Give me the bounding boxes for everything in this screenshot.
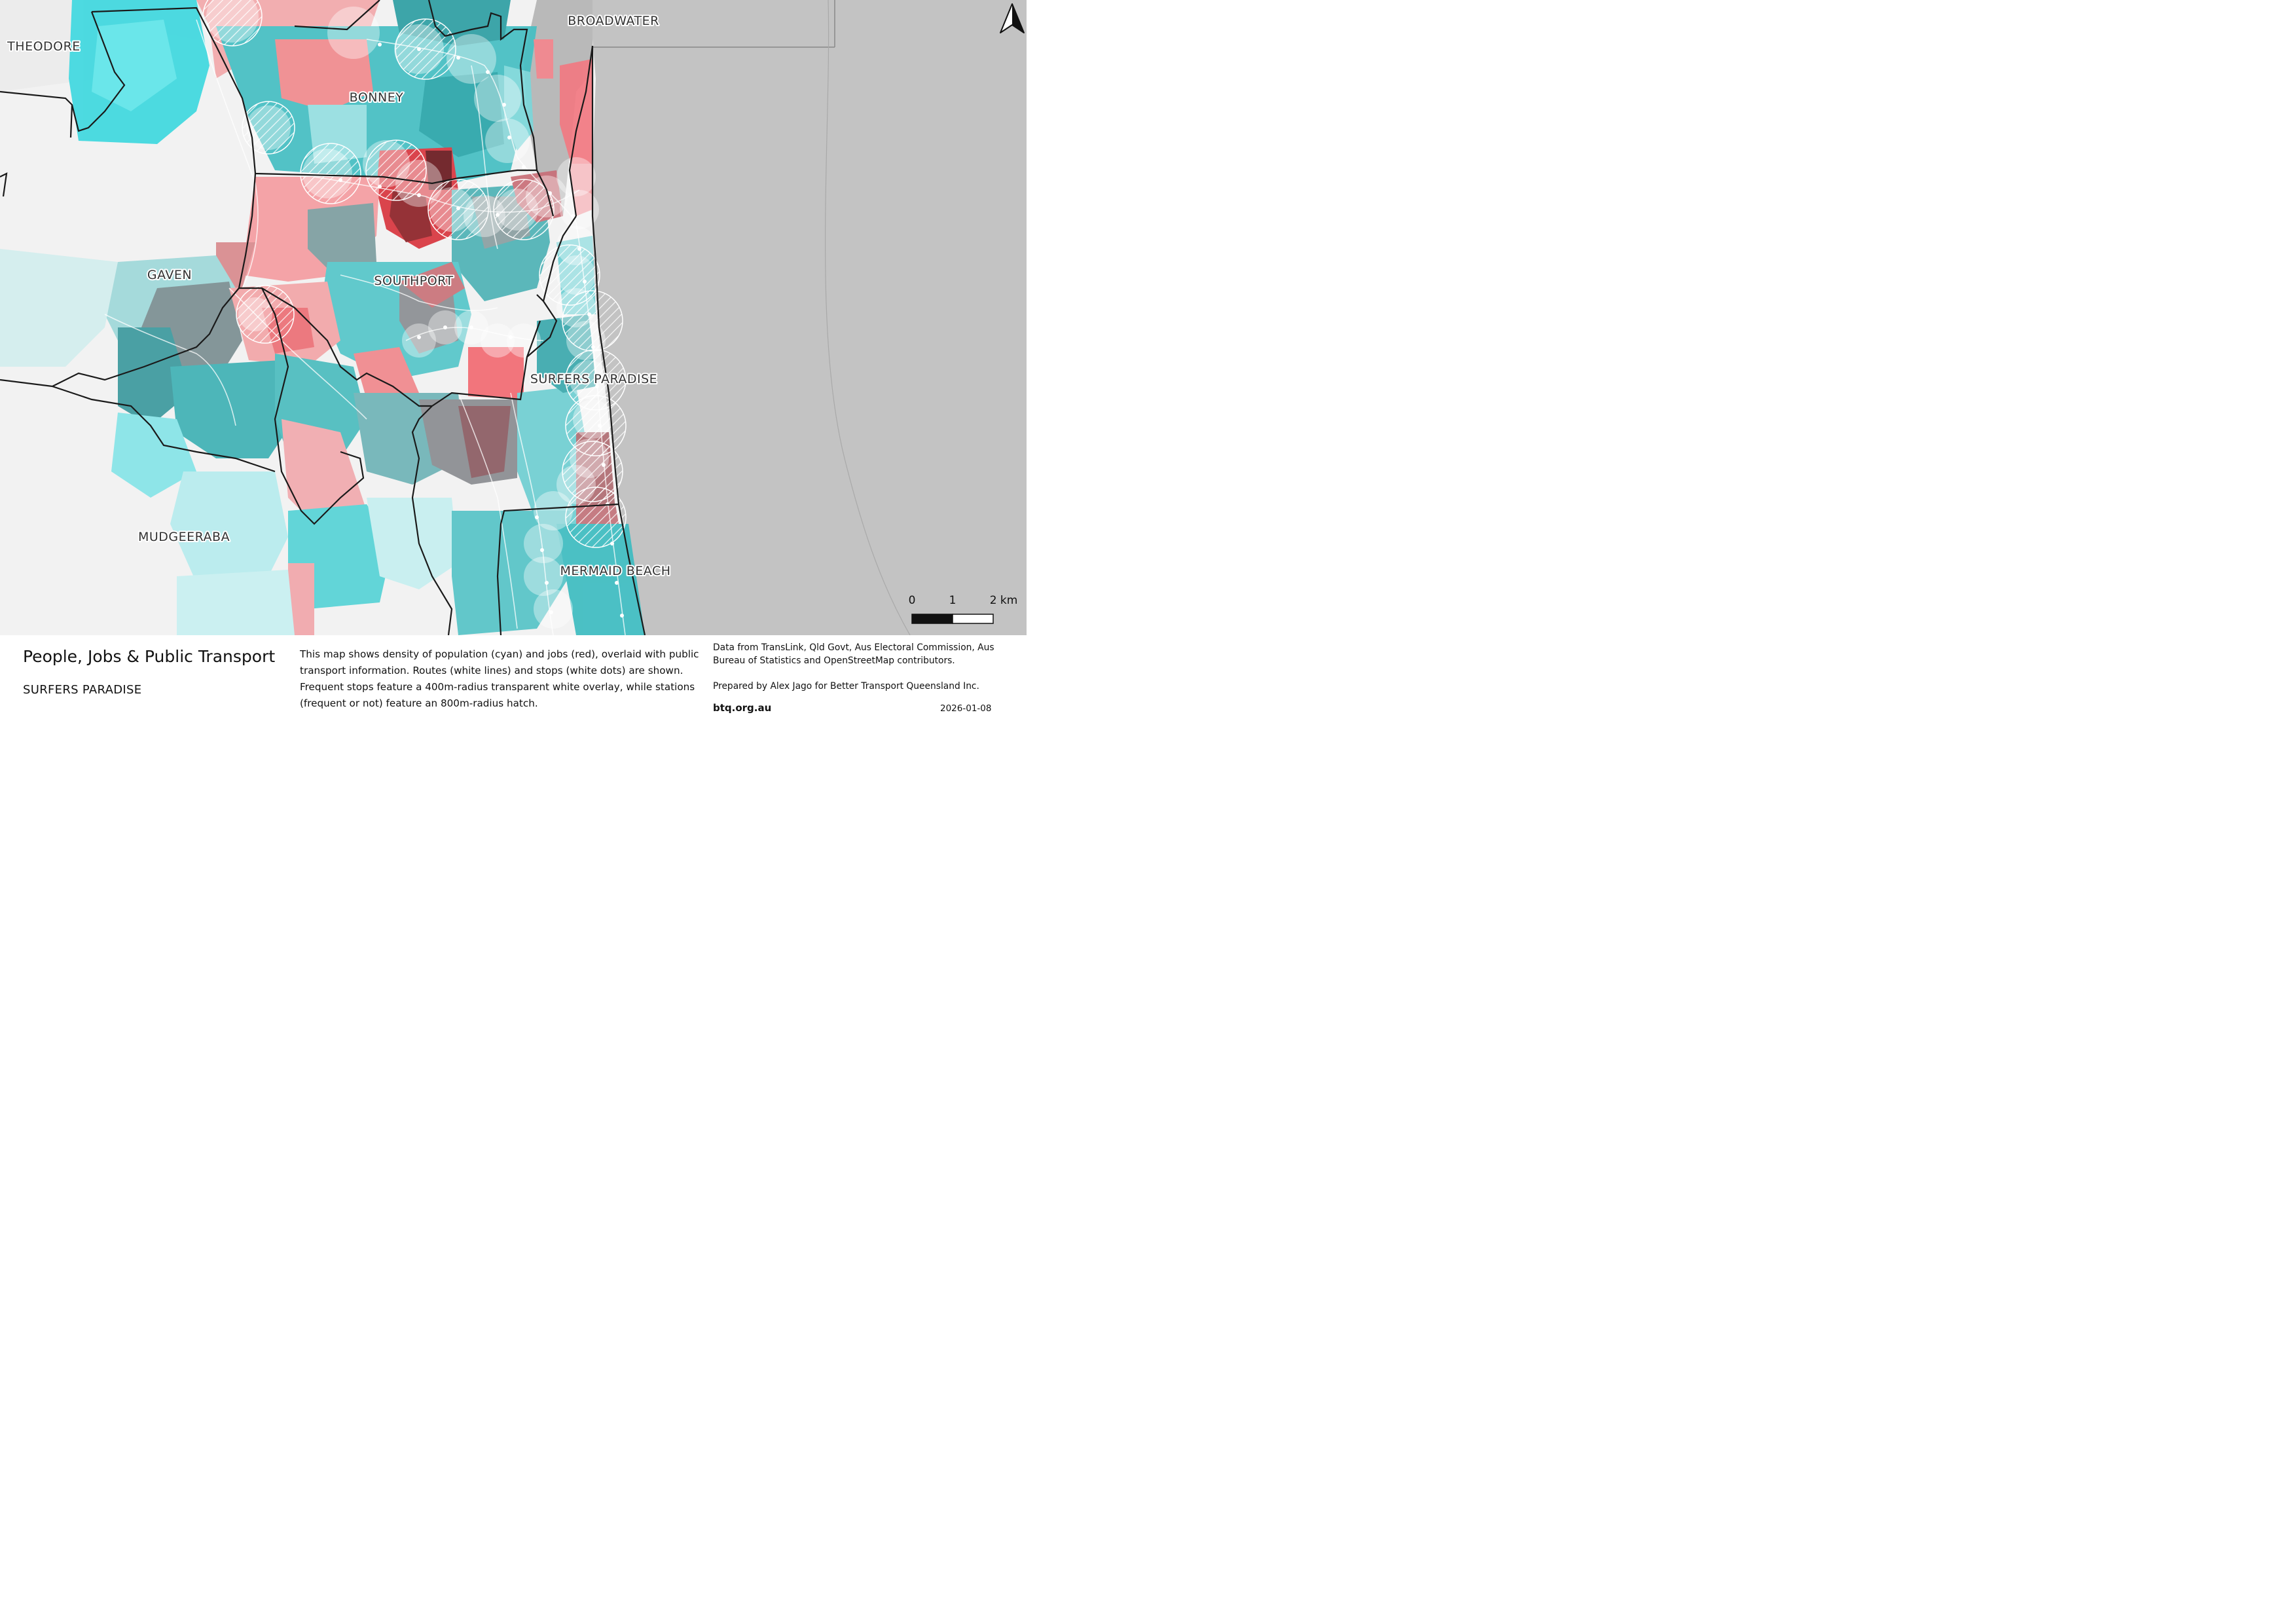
transit-stops bbox=[338, 43, 624, 618]
map-description: This map shows density of population (cy… bbox=[300, 648, 699, 709]
map-date: 2026-01-08 bbox=[940, 703, 992, 714]
data-credits: Data from TransLink, Qld Govt, Aus Elect… bbox=[713, 642, 994, 666]
scale-label: 2 km bbox=[990, 594, 1018, 607]
place-label: SURFERS PARADISE bbox=[530, 372, 657, 386]
jobs-area bbox=[534, 39, 553, 79]
scale-label: 1 bbox=[949, 594, 957, 607]
population-area bbox=[177, 570, 295, 635]
station-catchment bbox=[493, 179, 555, 240]
population-area bbox=[452, 511, 570, 635]
place-label: MUDGEERABA bbox=[138, 530, 230, 544]
jobs-area bbox=[399, 262, 465, 308]
station-catchment bbox=[236, 285, 295, 344]
population-area bbox=[367, 498, 458, 589]
map-footer: People, Jobs & Public Transport SURFERS … bbox=[0, 635, 1027, 726]
place-label: SOUTHPORT bbox=[374, 274, 453, 288]
coastal-waters-line bbox=[824, 0, 911, 635]
population-area bbox=[170, 360, 295, 458]
place-label: GAVEN bbox=[147, 268, 192, 282]
population-area bbox=[275, 39, 373, 111]
station-catchment bbox=[202, 0, 263, 46]
station-hatch-overlays bbox=[202, 0, 627, 548]
population-area bbox=[0, 249, 118, 367]
place-label: THEODORE bbox=[7, 39, 81, 54]
population-area bbox=[170, 471, 288, 589]
website-link[interactable]: btq.org.au bbox=[713, 702, 772, 714]
population-area bbox=[419, 72, 504, 157]
map-title: People, Jobs & Public Transport bbox=[23, 647, 276, 666]
station-catchment bbox=[242, 101, 295, 155]
transit-routes bbox=[104, 19, 626, 635]
population-area bbox=[308, 203, 376, 275]
prepared-by: Prepared by Alex Jago for Better Transpo… bbox=[713, 681, 979, 692]
jobs-area bbox=[282, 419, 367, 524]
jobs-area bbox=[354, 347, 419, 399]
population-area bbox=[504, 65, 534, 151]
population-area bbox=[111, 413, 196, 498]
jobs-area bbox=[560, 59, 592, 170]
population-area bbox=[92, 20, 177, 111]
scale-label: 0 bbox=[909, 594, 916, 607]
boundary-lines bbox=[0, 0, 646, 635]
station-catchment bbox=[300, 143, 361, 204]
jobs-area bbox=[458, 406, 511, 478]
jobs-area bbox=[570, 164, 592, 216]
map-canvas[interactable]: THEODORE BROADWATER BONNEY GAVEN SOUTHPO… bbox=[0, 0, 1027, 635]
place-label: MERMAID BEACH bbox=[560, 564, 670, 578]
jobs-area bbox=[390, 190, 432, 242]
place-label: BROADWATER bbox=[568, 14, 659, 28]
population-area bbox=[556, 524, 645, 635]
ocean bbox=[592, 0, 1027, 635]
scale-bar: 0 1 2 km bbox=[909, 594, 1018, 624]
north-arrow-icon bbox=[1000, 3, 1025, 33]
place-label: BONNEY bbox=[350, 90, 404, 105]
jobs-area bbox=[288, 563, 314, 635]
place-labels: THEODORE BROADWATER BONNEY GAVEN SOUTHPO… bbox=[5, 12, 672, 580]
station-catchment bbox=[565, 487, 627, 548]
population-area bbox=[118, 327, 190, 426]
jobs-area bbox=[468, 347, 524, 399]
map-subtitle: SURFERS PARADISE bbox=[23, 683, 142, 697]
